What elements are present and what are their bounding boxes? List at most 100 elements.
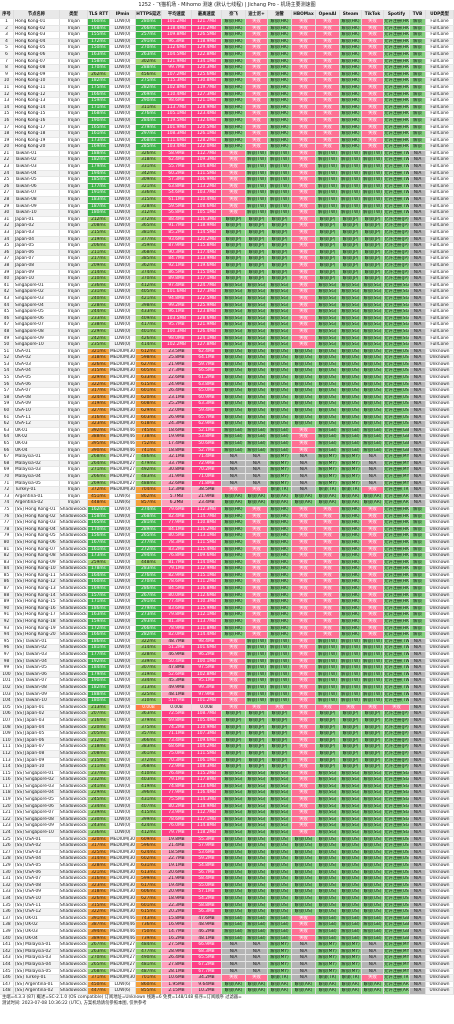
table-cell: 解锁(TW) (316, 684, 340, 692)
table-cell: 43 (0, 295, 14, 303)
table-row: 57 USA-07 Trojan 317ms MEDIUM(30) 601ms 26.4MB… (0, 388, 454, 395)
table-cell: 允许注册(TW) (384, 170, 410, 178)
table-cell: N/A (292, 473, 316, 481)
table-cell: 110.4MB (192, 197, 222, 204)
table-row: 4 Hong Kong-04 Trojan 172ms LOW(0) 291ms 96.3M… (0, 38, 454, 46)
table-cell: 解锁(US) (222, 414, 246, 422)
table-cell: 47.6MB (192, 915, 222, 923)
table-cell: 允许注册(JP) (384, 269, 410, 277)
table-cell: N/A (410, 849, 426, 857)
table-cell: 允许注册(TW) (384, 190, 410, 198)
table-cell: 解锁(SG) (246, 770, 268, 778)
table-cell: N/A (410, 157, 426, 165)
table-cell: N/A (410, 737, 426, 745)
table-cell: 182ms (88, 78, 110, 85)
table-row: 87 [SS] Hong Kong-13 Shadowsocks 169ms LOW(0… (0, 586, 454, 593)
table-cell: N/A (410, 421, 426, 428)
table-cell: 失败 (222, 704, 246, 712)
table-cell: 解锁(US) (292, 348, 316, 356)
table-cell: 7 (0, 58, 14, 66)
table-cell: Unknown (426, 757, 454, 765)
table-cell: Shadowsocks (60, 698, 88, 705)
table-cell: 失败 (246, 579, 268, 587)
table-cell: N/A (292, 487, 316, 494)
table-cell: 失败 (362, 619, 384, 626)
table-cell: 解锁(US) (268, 863, 292, 870)
table-cell: 98 (0, 658, 14, 666)
table-cell: 211ms (88, 249, 110, 257)
table-cell: 286ms (136, 586, 162, 593)
table-cell: 解锁(GB) (222, 447, 246, 455)
table-cell: 216ms (88, 717, 110, 725)
table-cell: 解锁(SG) (316, 328, 340, 336)
table-cell: 失败 (316, 58, 340, 66)
table-cell: 87.9MB (162, 243, 192, 250)
table-cell: 解锁(HK) (340, 51, 362, 59)
table-cell: Taiwan-09 (14, 203, 60, 211)
table-cell: 解锁(HK) (268, 91, 292, 99)
table-cell: 解锁(MY) (268, 955, 292, 962)
table-cell: Shadowsocks (60, 638, 88, 646)
table-cell: 解锁(TW) (340, 210, 362, 217)
table-cell: 解锁(TW) (268, 658, 292, 666)
table-cell: 允许注册(HK) (384, 539, 410, 547)
table-cell: FullCone (426, 124, 454, 132)
table-cell: 117.8MB (192, 777, 222, 784)
table-cell: 解锁(MY) (340, 955, 362, 962)
table-cell: 允许注册(JP) (384, 737, 410, 745)
footer-line: 测试时间: 2023-07-08 10:36:22 (UTC), 方案机场请勿参… (2, 1001, 147, 1007)
table-cell: [SS] Singapore-06 (14, 803, 60, 811)
table-cell: 解锁(US) (340, 421, 362, 428)
table-cell: 解锁(TW) (316, 678, 340, 685)
table-cell: 解锁(AR) (292, 500, 316, 507)
table-cell: 解锁(HK) (268, 104, 292, 112)
table-cell: MEDIUM(46) (110, 441, 136, 448)
table-cell: 失败 (362, 487, 384, 494)
table-cell: LOW(0) (110, 117, 136, 125)
table-cell: 失败 (292, 684, 316, 692)
table-row: 9 Hong Kong-09 Trojan 262ms LOW(0) 456ms 107.2… (0, 71, 454, 79)
table-cell: 解锁(JP) (340, 262, 362, 270)
table-cell: LOW(0) (110, 124, 136, 132)
table-cell: 23.1MB (162, 394, 192, 402)
table-cell: 解锁(TW) (316, 177, 340, 184)
table-cell: 63.8MB (192, 381, 222, 389)
table-cell: 119.5MB (162, 117, 192, 125)
table-cell: 268ms (136, 137, 162, 145)
table-cell: 解锁(US) (268, 843, 292, 850)
table-cell: [SS] Malaysia-05 (14, 968, 60, 976)
table-cell: 解锁(JP) (246, 724, 268, 732)
table-cell: 解锁(GB) (362, 922, 384, 929)
table-cell: 允许注册(SG) (384, 282, 410, 290)
table-cell: 解锁(HK) (268, 137, 292, 145)
table-cell: MEDIUM(30) (110, 876, 136, 883)
table-cell: 169ms (88, 586, 110, 593)
table-cell: Shadowsocks (60, 988, 88, 995)
table-cell: 310ms (136, 698, 162, 705)
table-cell: 允许注册(TW) (384, 210, 410, 217)
table-cell: 598ms (136, 355, 162, 362)
table-cell: 解锁(HK) (222, 566, 246, 573)
table-cell: 0.00B (192, 704, 222, 712)
table-cell: 58.8MB (192, 902, 222, 910)
table-cell: [SS] Hong Kong-18 (14, 619, 60, 626)
table-cell: 解锁(US) (246, 876, 268, 883)
table-cell: 112.6MB (192, 592, 222, 600)
table-cell: [SS] Singapore-05 (14, 797, 60, 804)
table-cell: 解锁(TW) (362, 210, 384, 217)
table-cell: 解锁(SG) (222, 770, 246, 778)
table-cell: 50.6MB (192, 441, 222, 448)
table-cell: 112 (0, 750, 14, 758)
table-row: 126 [SS] USA-02 Shadowsocks 317ms MEDIUM(30)… (0, 843, 454, 850)
table-cell: 解锁(SG) (340, 322, 362, 329)
table-cell: LOW(0) (110, 84, 136, 92)
table-cell: 解锁(TR) (340, 487, 362, 494)
table-cell: 368ms (136, 249, 162, 257)
table-cell: 解锁(MY) (268, 460, 292, 468)
table-cell: 115.9MB (192, 605, 222, 613)
table-cell: 解锁(US) (316, 836, 340, 844)
table-cell: 允许注册(MY) (384, 948, 410, 956)
table-cell: [SS] USA-04 (14, 856, 60, 863)
table-cell: LOW(0) (110, 684, 136, 692)
table-cell: 317ms (88, 843, 110, 850)
